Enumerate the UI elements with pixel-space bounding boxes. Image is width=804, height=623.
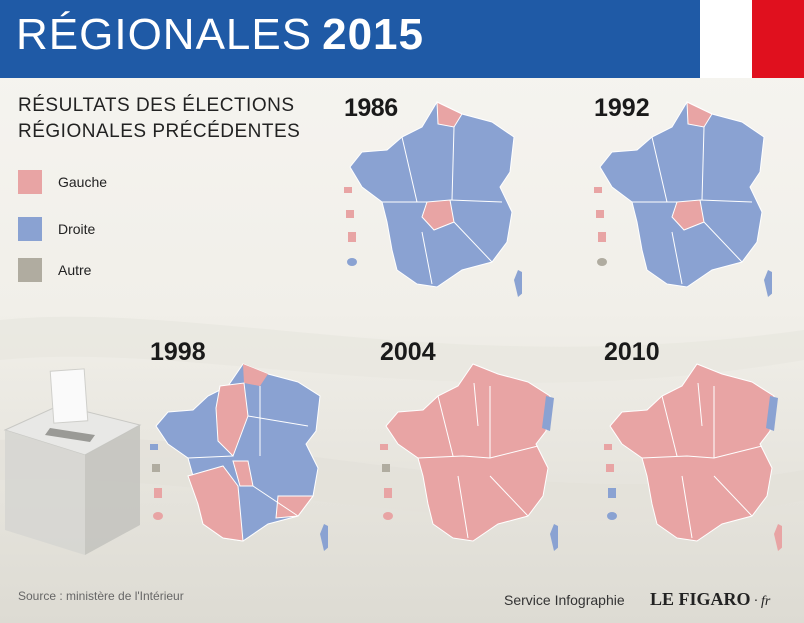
page-title: RÉGIONALES 2015 — [16, 10, 424, 60]
brand-suffix: fr — [761, 594, 771, 609]
map-year-label: 2004 — [380, 338, 436, 366]
map-1998: 1998 — [150, 338, 328, 551]
map-2010: 2010 — [604, 338, 782, 551]
legend-label-gauche: Gauche — [58, 174, 108, 190]
flag-red — [752, 0, 804, 78]
legend-label-droite: Droite — [58, 221, 96, 237]
source-note: Source : ministère de l'Intérieur — [18, 589, 184, 603]
map-year-label: 2010 — [604, 338, 660, 366]
header-background — [0, 0, 804, 78]
brand-logo: LE FIGARO · fr — [650, 589, 771, 609]
map-year-label: 1986 — [344, 94, 398, 122]
subtitle: RÉSULTATS DES ÉLECTIONS RÉGIONALES PRÉCÉ… — [18, 93, 300, 145]
map-1986: 1986 — [344, 94, 522, 297]
france-outline — [380, 363, 558, 551]
map-year-label: 1998 — [150, 338, 206, 366]
ballot-box-illustration — [3, 368, 142, 555]
credit-text: Service Infographie — [504, 592, 625, 608]
map-1992: 1992 — [594, 94, 772, 297]
france-outline — [604, 363, 782, 551]
title-text: RÉGIONALES — [16, 10, 313, 59]
legend-label-autre: Autre — [58, 262, 92, 278]
flag-white — [700, 0, 752, 78]
map-year-label: 1992 — [594, 94, 650, 122]
legend-swatch-droite — [18, 217, 42, 241]
subtitle-line-1: RÉSULTATS DES ÉLECTIONS — [18, 95, 295, 116]
brand-name: LE FIGARO — [650, 589, 751, 609]
header-band: RÉGIONALES 2015 — [0, 0, 804, 78]
france-outline — [594, 101, 772, 297]
legend-swatch-gauche — [18, 170, 42, 194]
france-outline — [150, 363, 328, 551]
legend-item-droite: Droite — [18, 217, 158, 241]
france-outline — [344, 101, 522, 297]
legend-swatch-autre — [18, 258, 42, 282]
map-2004: 2004 — [380, 338, 558, 551]
title-year: 2015 — [322, 10, 424, 59]
legend-item-autre: Autre — [18, 258, 158, 282]
subtitle-line-2: RÉGIONALES PRÉCÉDENTES — [18, 121, 301, 142]
legend-item-gauche: Gauche — [18, 170, 158, 194]
